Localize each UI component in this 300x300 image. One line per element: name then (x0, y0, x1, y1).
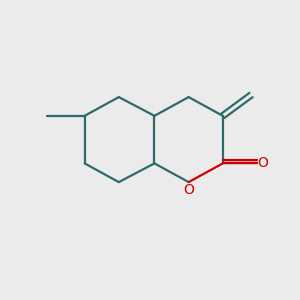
Text: O: O (183, 183, 194, 197)
Text: O: O (257, 156, 268, 170)
